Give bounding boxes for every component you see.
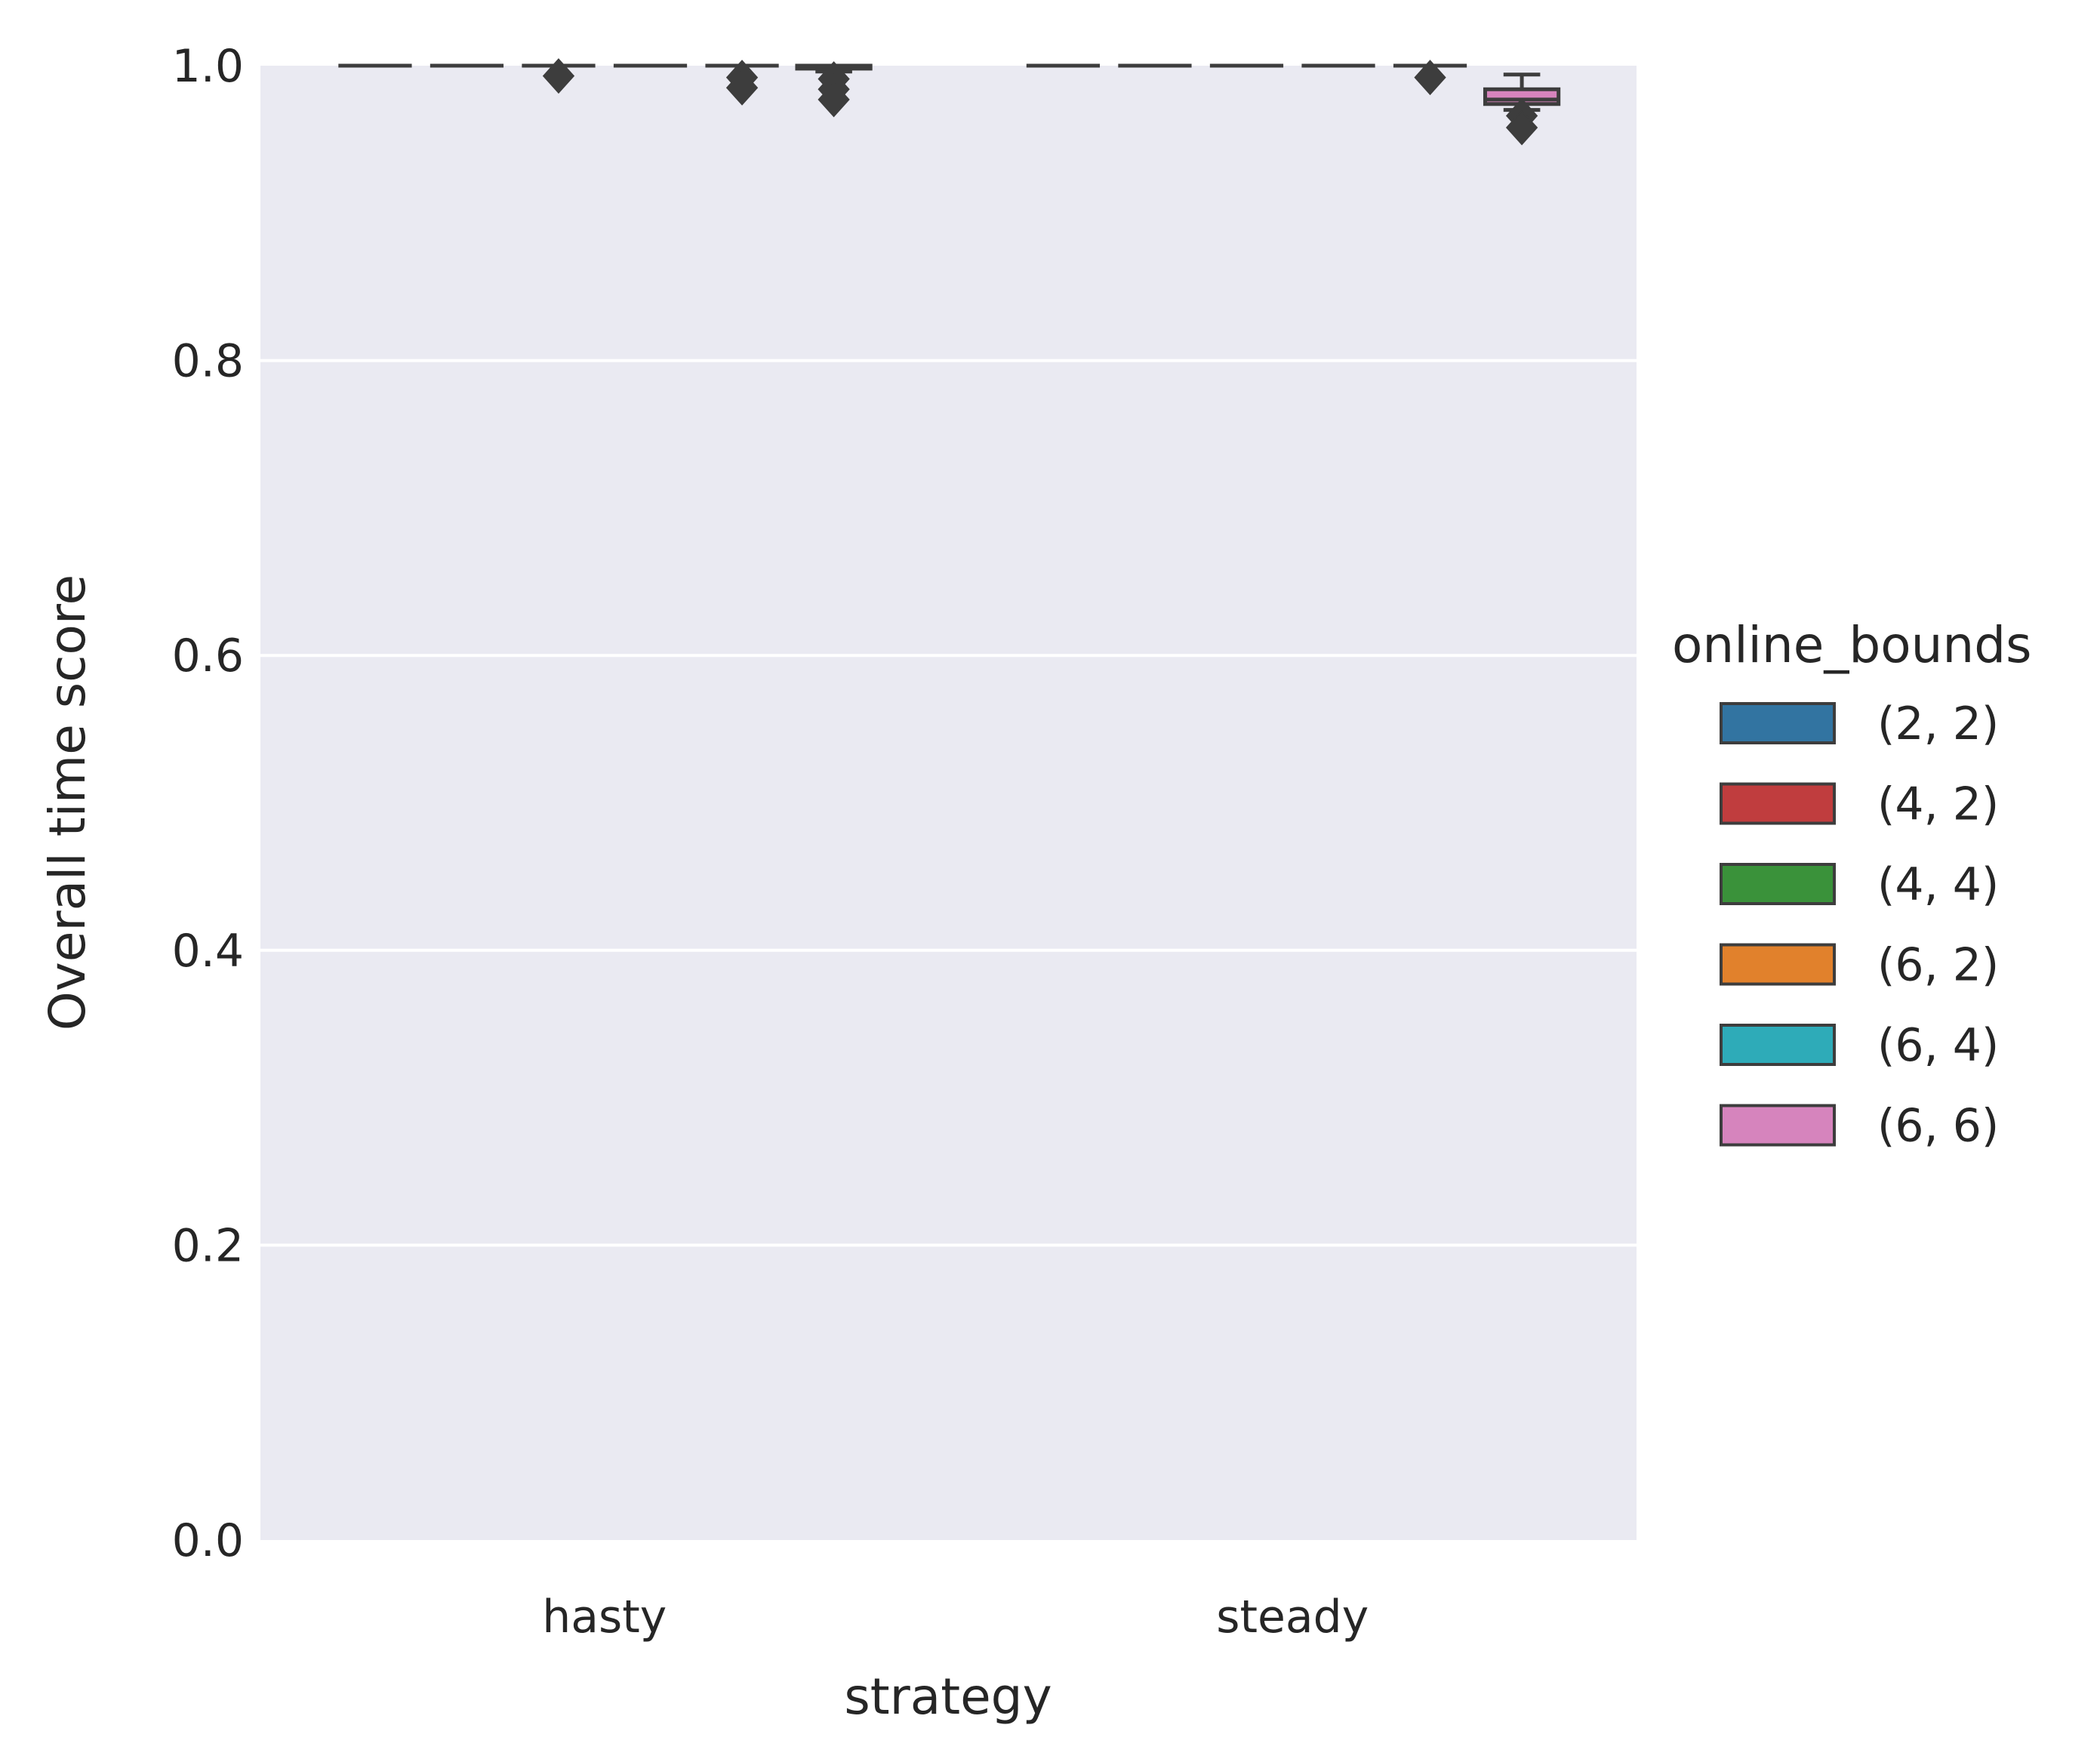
legend: online_bounds (2, 2) (4, 2) (4, 4) (6, 2) (6… [1672,616,2032,1153]
legend-swatch [1720,702,1836,744]
legend-label: (4, 4) [1877,858,1999,911]
legend-label: (4, 2) [1877,778,1999,831]
legend-label: (6, 2) [1877,939,1999,992]
legend-swatch [1720,782,1836,825]
y-tick-labels: 0.0 0.2 0.4 0.6 0.8 1.0 [172,40,244,1567]
x-axis-title: strategy [844,1668,1052,1726]
flier-point [1414,60,1446,96]
y-tick-label: 1.0 [172,40,244,93]
box-6-6-hasty [795,61,873,118]
flier-point [542,58,575,94]
box-series [338,58,1561,146]
y-tick-label: 0.2 [172,1219,244,1272]
box-6-6-steady [1483,72,1561,146]
flier-point [818,82,850,118]
y-tick-label: 0.6 [172,630,244,682]
y-tick-label: 0.8 [172,335,244,388]
box-6-4-steady [1393,60,1467,96]
box-6-4-hasty [705,60,779,106]
y-tick-label: 0.4 [172,925,244,978]
legend-swatch [1720,863,1836,905]
flier-point [725,69,759,106]
legend-swatch [1720,1024,1836,1066]
legend-title: online_bounds [1672,616,2032,674]
legend-label: (6, 4) [1877,1019,1999,1072]
x-tick-label: steady [1216,1591,1369,1643]
grid-lines [260,359,1637,1247]
y-tick-label: 0.0 [172,1514,244,1567]
plot-area-background [260,66,1637,1540]
legend-swatch [1720,1104,1836,1147]
flier-point [1505,109,1538,146]
legend-label: (2, 2) [1877,698,1999,750]
x-tick-labels: hasty steady [542,1591,1369,1643]
y-axis-title: Overall time score [38,574,97,1030]
box-4-4-hasty [522,58,596,94]
legend-swatch [1720,943,1836,986]
legend-label: (6, 6) [1877,1100,1999,1153]
x-tick-label: hasty [542,1591,667,1643]
